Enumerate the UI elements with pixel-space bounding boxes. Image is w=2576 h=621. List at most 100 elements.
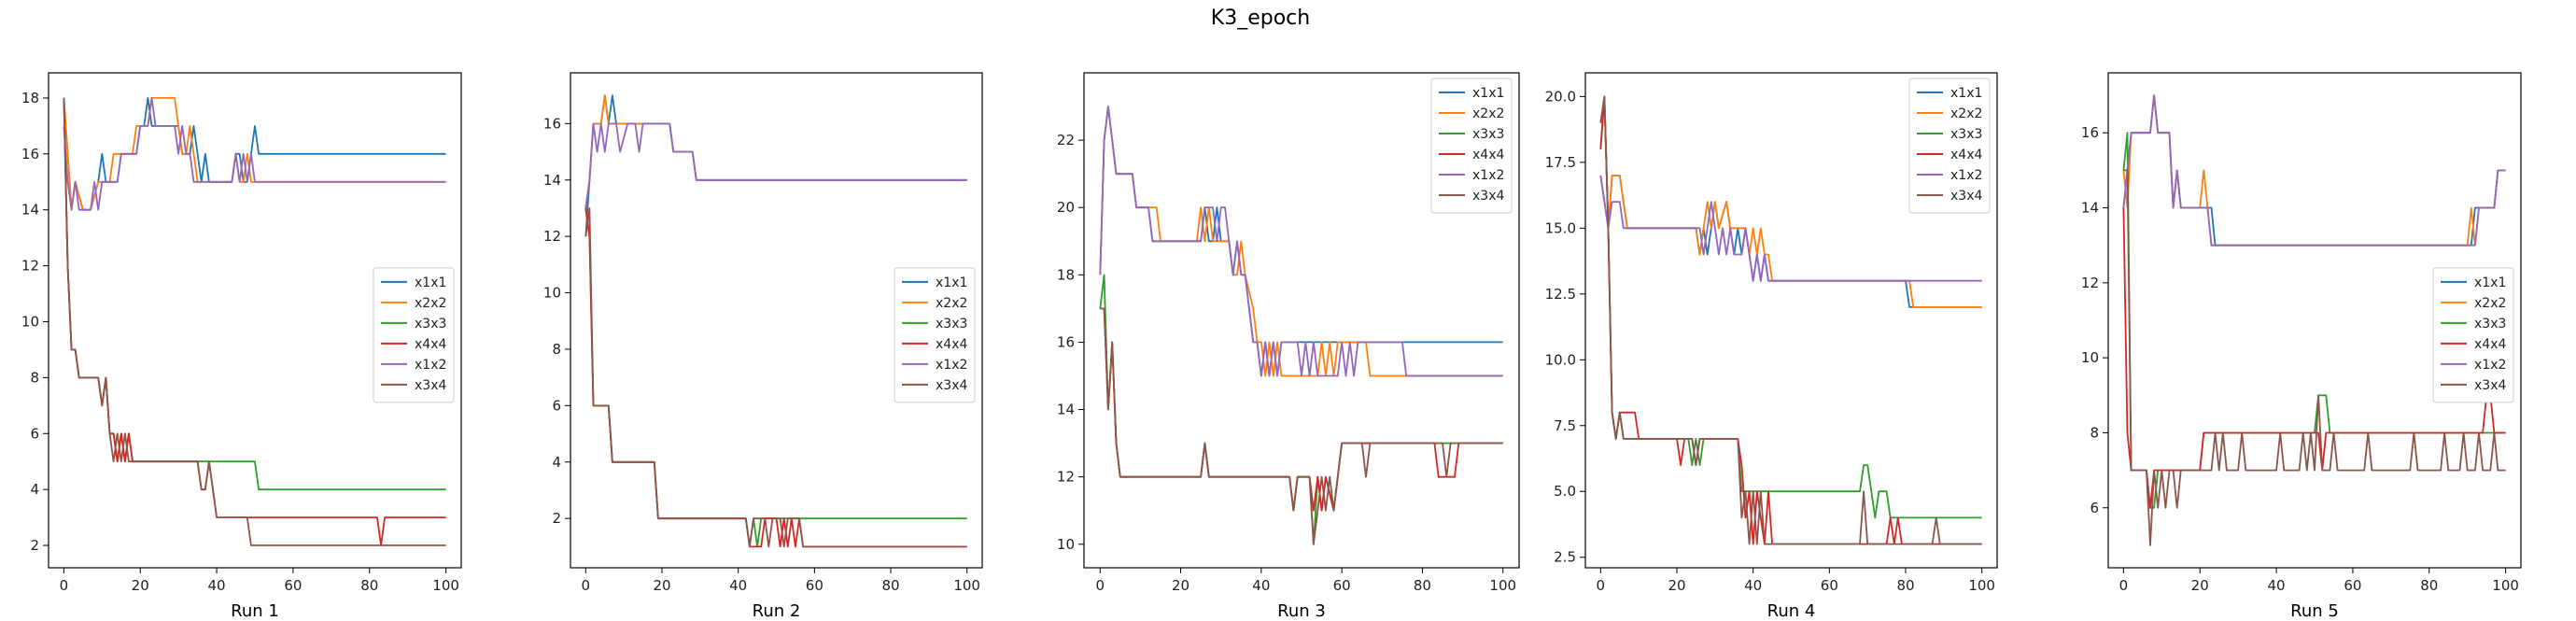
x-tick-label: 0 — [1597, 577, 1606, 594]
y-tick-label: 12 — [543, 228, 561, 245]
series-line-x3x4 — [1599, 95, 1982, 545]
plot-area — [1599, 95, 1982, 545]
x-tick-label: 40 — [1744, 577, 1762, 594]
y-tick-label: 10.0 — [1545, 351, 1576, 368]
legend-label-x2x2: x2x2 — [415, 296, 446, 311]
y-tick-label: 10 — [1057, 536, 1075, 553]
legend-label-x4x4: x4x4 — [1950, 148, 1982, 162]
legend: x1x1 x2x2 x3x3 x4x4 x1x2 x3x4 — [1430, 78, 1513, 214]
y-tick-label: 16 — [1057, 333, 1075, 350]
series-line-x3x3 — [1099, 274, 1503, 545]
legend-label-x2x2: x2x2 — [2474, 296, 2506, 311]
legend-label-x1x1: x1x1 — [1950, 86, 1982, 101]
y-tick-label: 14 — [543, 172, 561, 189]
y-tick-label: 2.5 — [1554, 549, 1576, 566]
x-tick-label: 80 — [1896, 577, 1914, 594]
y-tick-label: 2 — [552, 510, 561, 527]
x-tick-label: 80 — [2420, 577, 2438, 594]
legend-label-x2x2: x2x2 — [936, 296, 967, 311]
x-tick-label: 20 — [1172, 577, 1189, 594]
legend-label-x4x4: x4x4 — [936, 337, 967, 352]
y-tick-label: 12 — [2081, 275, 2099, 291]
legend-label-x1x1: x1x1 — [936, 275, 967, 290]
subplot-run-2: 0 20 40 60 80 100 2 4 6 8 10 12 14 16 Run 2 x1x1 x2x2 x3x… — [543, 72, 983, 621]
x-axis-label: Run 2 — [753, 601, 801, 621]
figure-title: K3_epoch — [1211, 7, 1310, 30]
x-tick-label: 40 — [2268, 577, 2286, 594]
y-tick-label: 10 — [543, 285, 561, 302]
legend-label-x3x4: x3x4 — [936, 378, 967, 393]
x-tick-label: 60 — [284, 577, 302, 594]
x-tick-label: 40 — [1252, 577, 1270, 594]
y-tick-label: 8 — [552, 341, 561, 358]
x-tick-label: 0 — [582, 577, 591, 594]
y-tick-label: 10 — [21, 313, 39, 330]
x-axis-label: Run 4 — [1767, 601, 1816, 621]
y-tick-label: 2 — [30, 537, 39, 554]
series-line-x1x1 — [584, 94, 967, 237]
y-tick-label: 4 — [30, 481, 39, 498]
series-line-x1x2 — [1099, 106, 1503, 377]
legend-label-x3x3: x3x3 — [415, 317, 446, 332]
legend-label-x2x2: x2x2 — [1950, 106, 1982, 121]
x-tick-label: 20 — [132, 577, 149, 594]
legend-label-x1x1: x1x1 — [2474, 275, 2506, 290]
subplot-run-4: 0 20 40 60 80 100 2.5 5.0 7.5 10.0 12.5 15.0 17.5 20.… — [1545, 72, 1998, 621]
legend-label-x3x4: x3x4 — [2474, 378, 2506, 393]
legend-label-x1x2: x1x2 — [936, 358, 967, 373]
x-tick-label: 80 — [360, 577, 378, 594]
legend-label-x1x2: x1x2 — [415, 358, 446, 373]
axes-frame — [1083, 72, 1520, 569]
x-tick-label: 100 — [1968, 577, 1995, 594]
series-line-x2x2 — [2122, 94, 2506, 247]
series-line-x1x2 — [2122, 94, 2506, 247]
y-tick-label: 18 — [21, 90, 39, 106]
legend-label-x1x1: x1x1 — [415, 275, 446, 290]
legend-label-x4x4: x4x4 — [2474, 337, 2506, 352]
legend-label-x3x3: x3x3 — [936, 317, 967, 332]
y-tick-label: 18 — [1057, 266, 1075, 283]
axes-frame — [2107, 72, 2522, 569]
x-tick-label: 80 — [881, 577, 899, 594]
legend-label-x2x2: x2x2 — [1472, 106, 1504, 121]
x-tick-label: 100 — [953, 577, 980, 594]
y-tick-label: 20 — [1057, 199, 1075, 216]
series-line-x1x2 — [584, 122, 967, 209]
x-tick-label: 80 — [1414, 577, 1431, 594]
x-tick-label: 60 — [1333, 577, 1351, 594]
y-tick-label: 16 — [2081, 124, 2099, 141]
x-tick-label: 20 — [1668, 577, 1685, 594]
legend-label-x3x3: x3x3 — [1950, 127, 1982, 142]
axes-frame — [1584, 72, 1998, 569]
y-tick-label: 12 — [1057, 469, 1075, 486]
y-tick-label: 16 — [21, 146, 39, 162]
y-tick-label: 16 — [543, 115, 561, 132]
series-line-x1x2 — [63, 97, 446, 211]
series-line-x3x4 — [63, 97, 446, 546]
y-tick-label: 6 — [30, 425, 39, 442]
series-line-x1x2 — [1599, 175, 1982, 282]
y-tick-label: 14 — [1057, 402, 1075, 418]
x-tick-label: 60 — [2344, 577, 2361, 594]
legend-label-x1x2: x1x2 — [1472, 168, 1504, 183]
axes-frame — [570, 72, 983, 569]
plot-area — [584, 94, 967, 548]
x-axis-label: Run 5 — [2290, 601, 2339, 621]
x-tick-label: 100 — [1489, 577, 1516, 594]
y-tick-label: 12.5 — [1545, 286, 1576, 303]
y-tick-label: 12 — [21, 258, 39, 275]
legend-label-x4x4: x4x4 — [1472, 148, 1504, 162]
y-tick-label: 6 — [552, 397, 561, 414]
series-line-x1x1 — [2122, 94, 2506, 247]
x-tick-label: 0 — [2119, 577, 2129, 594]
y-tick-label: 6 — [2090, 500, 2099, 516]
plot-area — [63, 97, 446, 546]
legend-label-x4x4: x4x4 — [415, 337, 446, 352]
legend: x1x1 x2x2 x3x3 x4x4 x1x2 x3x4 — [894, 267, 976, 403]
y-tick-label: 14 — [21, 202, 39, 219]
x-tick-label: 100 — [432, 577, 459, 594]
x-tick-label: 40 — [729, 577, 747, 594]
y-tick-label: 17.5 — [1545, 154, 1576, 171]
